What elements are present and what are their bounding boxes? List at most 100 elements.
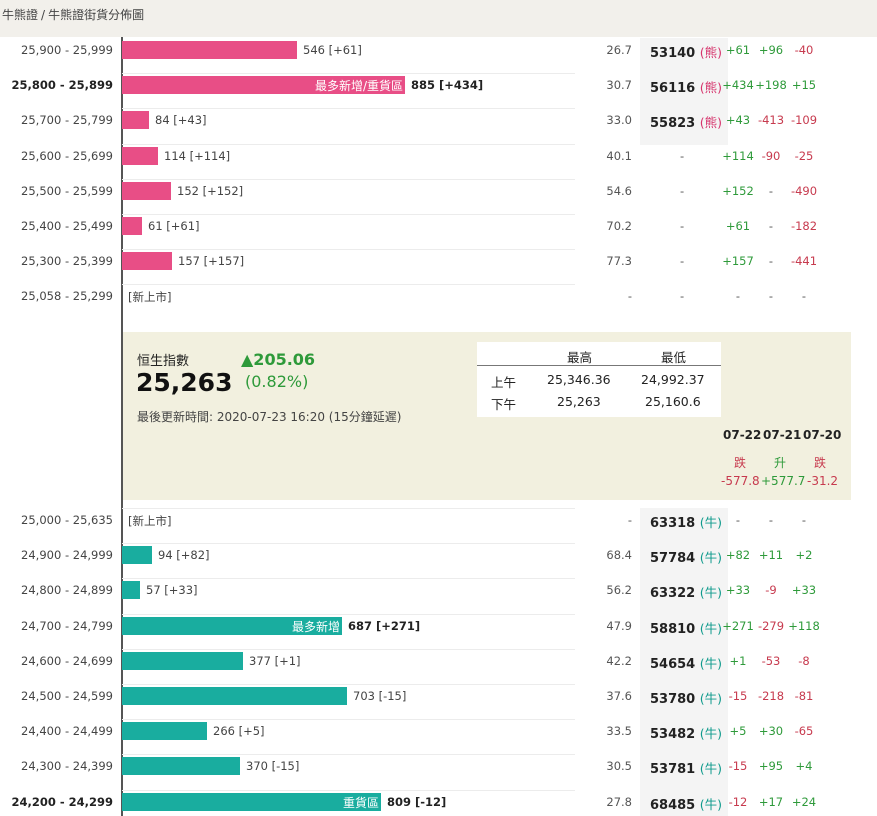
daily-change: - [768,289,774,304]
code-number[interactable]: 68485 [650,797,696,813]
breadcrumb-item-cbbc[interactable]: 牛熊證 [2,8,39,22]
table-row: 25,400 - 25,499 61 [+61] 70.2 - +61 - -182 [0,214,877,252]
cbbc-code[interactable]: 56116 (熊) [650,80,723,97]
row-divider [122,684,575,685]
cbbc-code[interactable]: 54654 (牛) [650,655,723,672]
code-cell [640,543,728,581]
cbbc-code[interactable]: 53780 (牛) [650,691,723,707]
bear-volume-bar[interactable]: 最多新增/重貨區 [122,76,405,95]
strike-range: 25,500 - 25,599 [21,183,113,198]
table-row: 25,000 - 25,635 [新上市] -63318 (牛) - - - [0,508,877,546]
bar-tag: 最多新增/重貨區 [314,79,403,94]
cbbc-code[interactable]: 53140 (熊) [650,45,723,61]
daily-change: -15 [728,689,748,703]
daily-change: +118 [788,618,820,633]
bull-volume-bar[interactable] [122,651,243,670]
bear-volume-bar[interactable] [122,252,172,271]
strike-range: 24,500 - 24,599 [21,689,113,703]
code-number[interactable]: 53780 [650,692,696,707]
cbbc-code[interactable]: 53781 (牛) [650,761,723,778]
table-row: 25,500 - 25,599 152 [+152] 54.6- +152- -490 [0,178,877,217]
code-number[interactable]: 58810 [650,621,696,637]
cbbc-code[interactable]: 58810 (牛) [650,620,723,637]
bull-volume-bar[interactable] [122,757,240,776]
daily-change: -90 [761,148,781,163]
daily-change: - [735,513,741,527]
bear-volume-bar[interactable] [122,41,297,59]
high-low-row-pm: 下午 25,263 25,160.6 [477,394,721,414]
bar-tag: 重貨區 [342,795,379,810]
session-low: 25,160.6 [645,394,701,409]
code-number[interactable]: 56116 [650,81,696,97]
code-cell [640,508,728,545]
daily-change: +61 [725,43,751,57]
code-type: 牛 [704,515,718,530]
row-divider [122,508,575,509]
bull-volume-bar[interactable] [122,687,347,705]
bull-volume-bar[interactable]: 最多新增 [122,616,342,635]
strike-range: 24,800 - 24,899 [21,583,113,598]
code-number[interactable]: 53140 [650,46,696,61]
cbbc-code[interactable]: 68485 (牛) [650,796,723,813]
code-number[interactable]: 53482 [650,727,696,743]
session-high: 25,263 [557,394,601,409]
history-value: -577.8 [721,474,760,488]
daily-change: +114 [722,148,754,163]
history-date: 07-21 [763,428,802,442]
bear-volume-bar[interactable] [122,181,171,200]
bear-volume-bar[interactable] [122,146,158,165]
bear-volume-bar[interactable] [122,217,142,235]
table-row: 25,058 - 25,299 [新上市] - - - - - [0,284,877,322]
table-row: 24,900 - 24,999 94 [+82] 68.4 57784 (牛) +82 +… [0,543,877,581]
cbbc-code[interactable]: 63318 (牛) [650,515,723,531]
strike-range: 24,700 - 24,799 [21,618,113,633]
index-change: ▲205.06 [241,350,316,369]
breadcrumb-item-distribution[interactable]: 牛熊證街貨分佈圖 [48,8,145,22]
bull-volume-bar[interactable] [122,722,207,741]
daily-change: - [801,513,807,527]
volume-label: 266 [+5] [213,724,265,739]
code-number[interactable]: 63322 [650,586,696,602]
code-cell [640,613,728,651]
daily-change: +11 [758,548,784,563]
cbbc-code[interactable]: 53482 (牛) [650,726,723,743]
code-type: 熊 [704,115,718,131]
code-number[interactable]: 63318 [650,516,696,531]
high-low-row-am: 上午 25,346.36 24,992.37 [477,372,721,392]
code-cell [640,38,728,75]
code-cell [640,719,728,757]
code-number[interactable]: 54654 [650,656,696,672]
new-listing-label: [新上市] [128,290,172,305]
code-type: 牛 [704,761,718,777]
row-divider [122,613,575,615]
code-number[interactable]: 53781 [650,762,696,778]
row-divider [122,73,575,75]
bull-volume-bar[interactable] [122,546,152,565]
cbbc-code[interactable]: 57784 (牛) [650,550,723,567]
code-number[interactable]: 55823 [650,116,696,132]
strike-range: 24,400 - 24,499 [21,724,113,739]
percent-value: 37.6 [606,689,632,703]
cbbc-code[interactable]: 55823 (熊) [650,115,723,132]
daily-change: +15 [791,78,817,93]
daily-change: +61 [725,219,751,233]
code-cell [640,108,728,146]
code-type: 牛 [704,585,718,601]
strike-range: 25,800 - 25,899 [11,78,113,93]
bear-volume-bar[interactable] [122,111,149,130]
table-row: 25,700 - 25,799 84 [+43] 33.0 55823 (熊) +43-… [0,108,877,146]
bull-volume-bar[interactable] [122,581,140,600]
cbbc-code[interactable]: 63322 (牛) [650,585,723,602]
bull-volume-bar[interactable]: 重貨區 [122,792,381,811]
high-low-table: 最高 最低 上午 25,346.36 24,992.37 下午 25,263 2… [477,342,721,417]
code-type: 牛 [704,620,718,636]
code-cell [640,648,728,686]
volume-label: 546 [+61] [303,43,362,57]
daily-change: - [768,254,774,269]
code-cell [640,789,728,816]
code-number[interactable]: 57784 [650,551,696,567]
low-header: 最低 [661,350,687,365]
table-row: 25,800 - 25,899 最多新增/重貨區 885 [+434] 30.7 561… [0,73,877,111]
daily-change: -413 [757,113,785,128]
daily-change: +198 [755,78,787,93]
